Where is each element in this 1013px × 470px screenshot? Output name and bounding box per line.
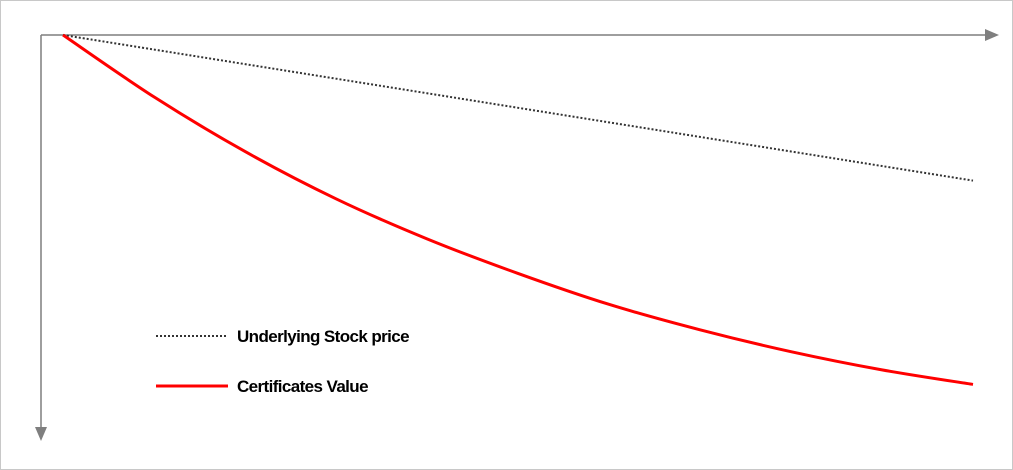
series-line-certificates-value: [62, 33, 974, 386]
y-axis-arrow-icon: [35, 427, 47, 441]
series-line-underlying-stock-price: [62, 34, 974, 182]
legend-label-underlying-stock-price: Underlying Stock price: [237, 327, 409, 346]
legend-item-certificates-value: Certificates Value: [156, 377, 369, 396]
legend-label-certificates-value: Certificates Value: [237, 377, 368, 396]
x-axis-arrow-icon: [985, 29, 999, 41]
chart-axes: [35, 29, 999, 441]
series-layer: [62, 33, 974, 386]
legend-item-underlying-stock-price: Underlying Stock price: [156, 327, 410, 346]
legend: Underlying Stock price Certificates Valu…: [156, 327, 410, 396]
